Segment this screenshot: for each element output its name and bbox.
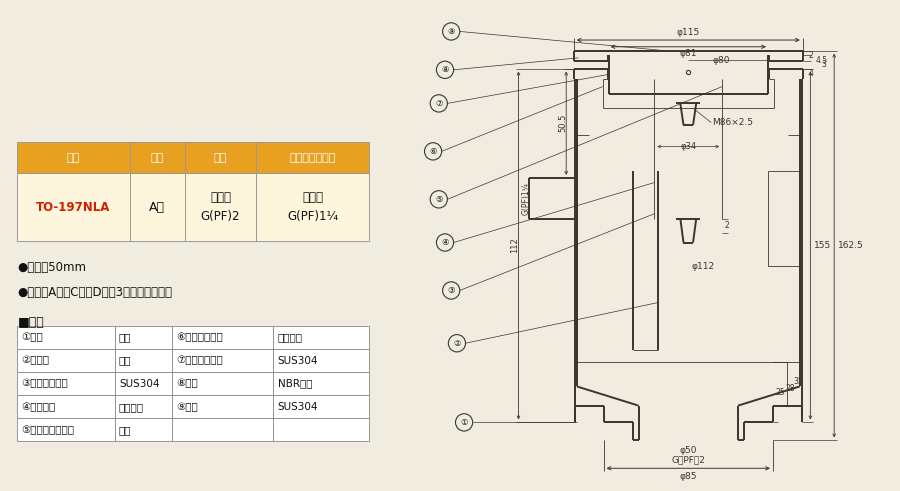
Text: φ34: φ34 [680, 142, 697, 151]
Text: ①本体: ①本体 [22, 332, 43, 342]
Text: TO-197NLA: TO-197NLA [36, 200, 111, 214]
Text: 2: 2 [808, 51, 814, 60]
Text: 4.5: 4.5 [815, 56, 828, 65]
Text: ④パッキン: ④パッキン [22, 402, 56, 411]
Text: SUS304: SUS304 [277, 355, 318, 365]
Bar [115, 349, 172, 372]
Bar [130, 173, 184, 241]
Text: 25: 25 [776, 388, 786, 397]
Bar [130, 142, 184, 173]
Text: ③コミ収納カゴ: ③コミ収納カゴ [22, 379, 68, 388]
Text: ⑥本体フランジ: ⑥本体フランジ [176, 332, 223, 342]
Text: M86×2.5: M86×2.5 [712, 118, 753, 127]
Text: ●フタはA蓋・C蓋・D蓋の3種類あります。: ●フタはA蓋・C蓋・D蓋の3種類あります。 [17, 286, 173, 299]
Bar [172, 372, 274, 395]
Text: 型番: 型番 [67, 153, 80, 163]
Bar [17, 418, 115, 441]
Text: 天然ゴム: 天然ゴム [119, 402, 144, 411]
Bar [274, 326, 369, 349]
Text: 樹脂: 樹脂 [119, 332, 131, 342]
Text: 4: 4 [808, 69, 814, 78]
Text: 外ネジ
G(PF)1¹⁄₄: 外ネジ G(PF)1¹⁄₄ [287, 191, 338, 223]
Bar [184, 173, 256, 241]
Text: ①: ① [460, 418, 468, 427]
Bar [274, 349, 369, 372]
Bar [115, 395, 172, 418]
Bar [17, 372, 115, 395]
Text: φ81: φ81 [680, 49, 697, 58]
Text: 樹脂: 樹脂 [119, 425, 131, 435]
Text: 3: 3 [822, 60, 827, 69]
Text: ③: ③ [447, 286, 455, 295]
Bar [17, 173, 130, 241]
Text: 50.5: 50.5 [558, 114, 567, 133]
Text: 155: 155 [814, 241, 832, 250]
Text: オーバーフロー: オーバーフロー [290, 153, 336, 163]
Text: ②: ② [454, 339, 461, 348]
Text: 2: 2 [724, 221, 729, 230]
Bar [17, 142, 130, 173]
Bar [115, 326, 172, 349]
Bar [172, 395, 274, 418]
Text: SUS304: SUS304 [119, 379, 159, 388]
Text: ⑨フタ: ⑨フタ [176, 402, 198, 411]
Bar [256, 142, 369, 173]
Text: 162.5: 162.5 [838, 241, 864, 250]
Text: φ50: φ50 [680, 446, 697, 455]
Bar [172, 418, 274, 441]
Text: ■材質: ■材質 [17, 316, 44, 328]
Text: ⑤パッキンオサエ: ⑤パッキンオサエ [22, 425, 75, 435]
Text: ⑨: ⑨ [447, 27, 455, 36]
Bar [274, 372, 369, 395]
Bar [256, 173, 369, 241]
Text: φ80: φ80 [712, 55, 730, 65]
Text: ⑧: ⑧ [441, 65, 449, 74]
Text: φ112: φ112 [691, 262, 714, 271]
Text: 樹脂: 樹脂 [119, 355, 131, 365]
Text: G(PF)1¹⁄₄: G(PF)1¹⁄₄ [522, 182, 531, 215]
Bar [172, 349, 274, 372]
Text: ⑧フタ: ⑧フタ [176, 379, 198, 388]
Bar [172, 326, 274, 349]
Bar [17, 395, 115, 418]
Text: 樹脂及び: 樹脂及び [277, 332, 302, 342]
Text: ●封水深50mm: ●封水深50mm [17, 261, 86, 273]
Text: φ115: φ115 [677, 27, 700, 37]
Text: フタ: フタ [150, 153, 164, 163]
Bar [184, 142, 256, 173]
Bar [274, 395, 369, 418]
Text: 35: 35 [794, 377, 804, 386]
Text: φ85: φ85 [680, 472, 697, 481]
Text: G（PF）2: G（PF）2 [671, 456, 706, 465]
Text: ②防臭器: ②防臭器 [22, 355, 50, 365]
Text: 排水: 排水 [214, 153, 227, 163]
Text: ⑦: ⑦ [435, 99, 443, 108]
Text: ⑤: ⑤ [435, 195, 443, 204]
Bar [274, 418, 369, 441]
Bar [17, 326, 115, 349]
Bar [17, 349, 115, 372]
Text: ⑦本体フランジ: ⑦本体フランジ [176, 355, 223, 365]
Bar [115, 418, 172, 441]
Text: A蓋: A蓋 [149, 200, 165, 214]
Bar [115, 372, 172, 395]
Text: NBR及び: NBR及び [277, 379, 312, 388]
Text: 28: 28 [786, 384, 795, 393]
Text: 112: 112 [510, 238, 519, 253]
Text: ④: ④ [441, 238, 449, 247]
Text: 外ネジ
G(PF)2: 外ネジ G(PF)2 [201, 191, 240, 223]
Text: SUS304: SUS304 [277, 402, 318, 411]
Text: ⑥: ⑥ [429, 147, 436, 156]
